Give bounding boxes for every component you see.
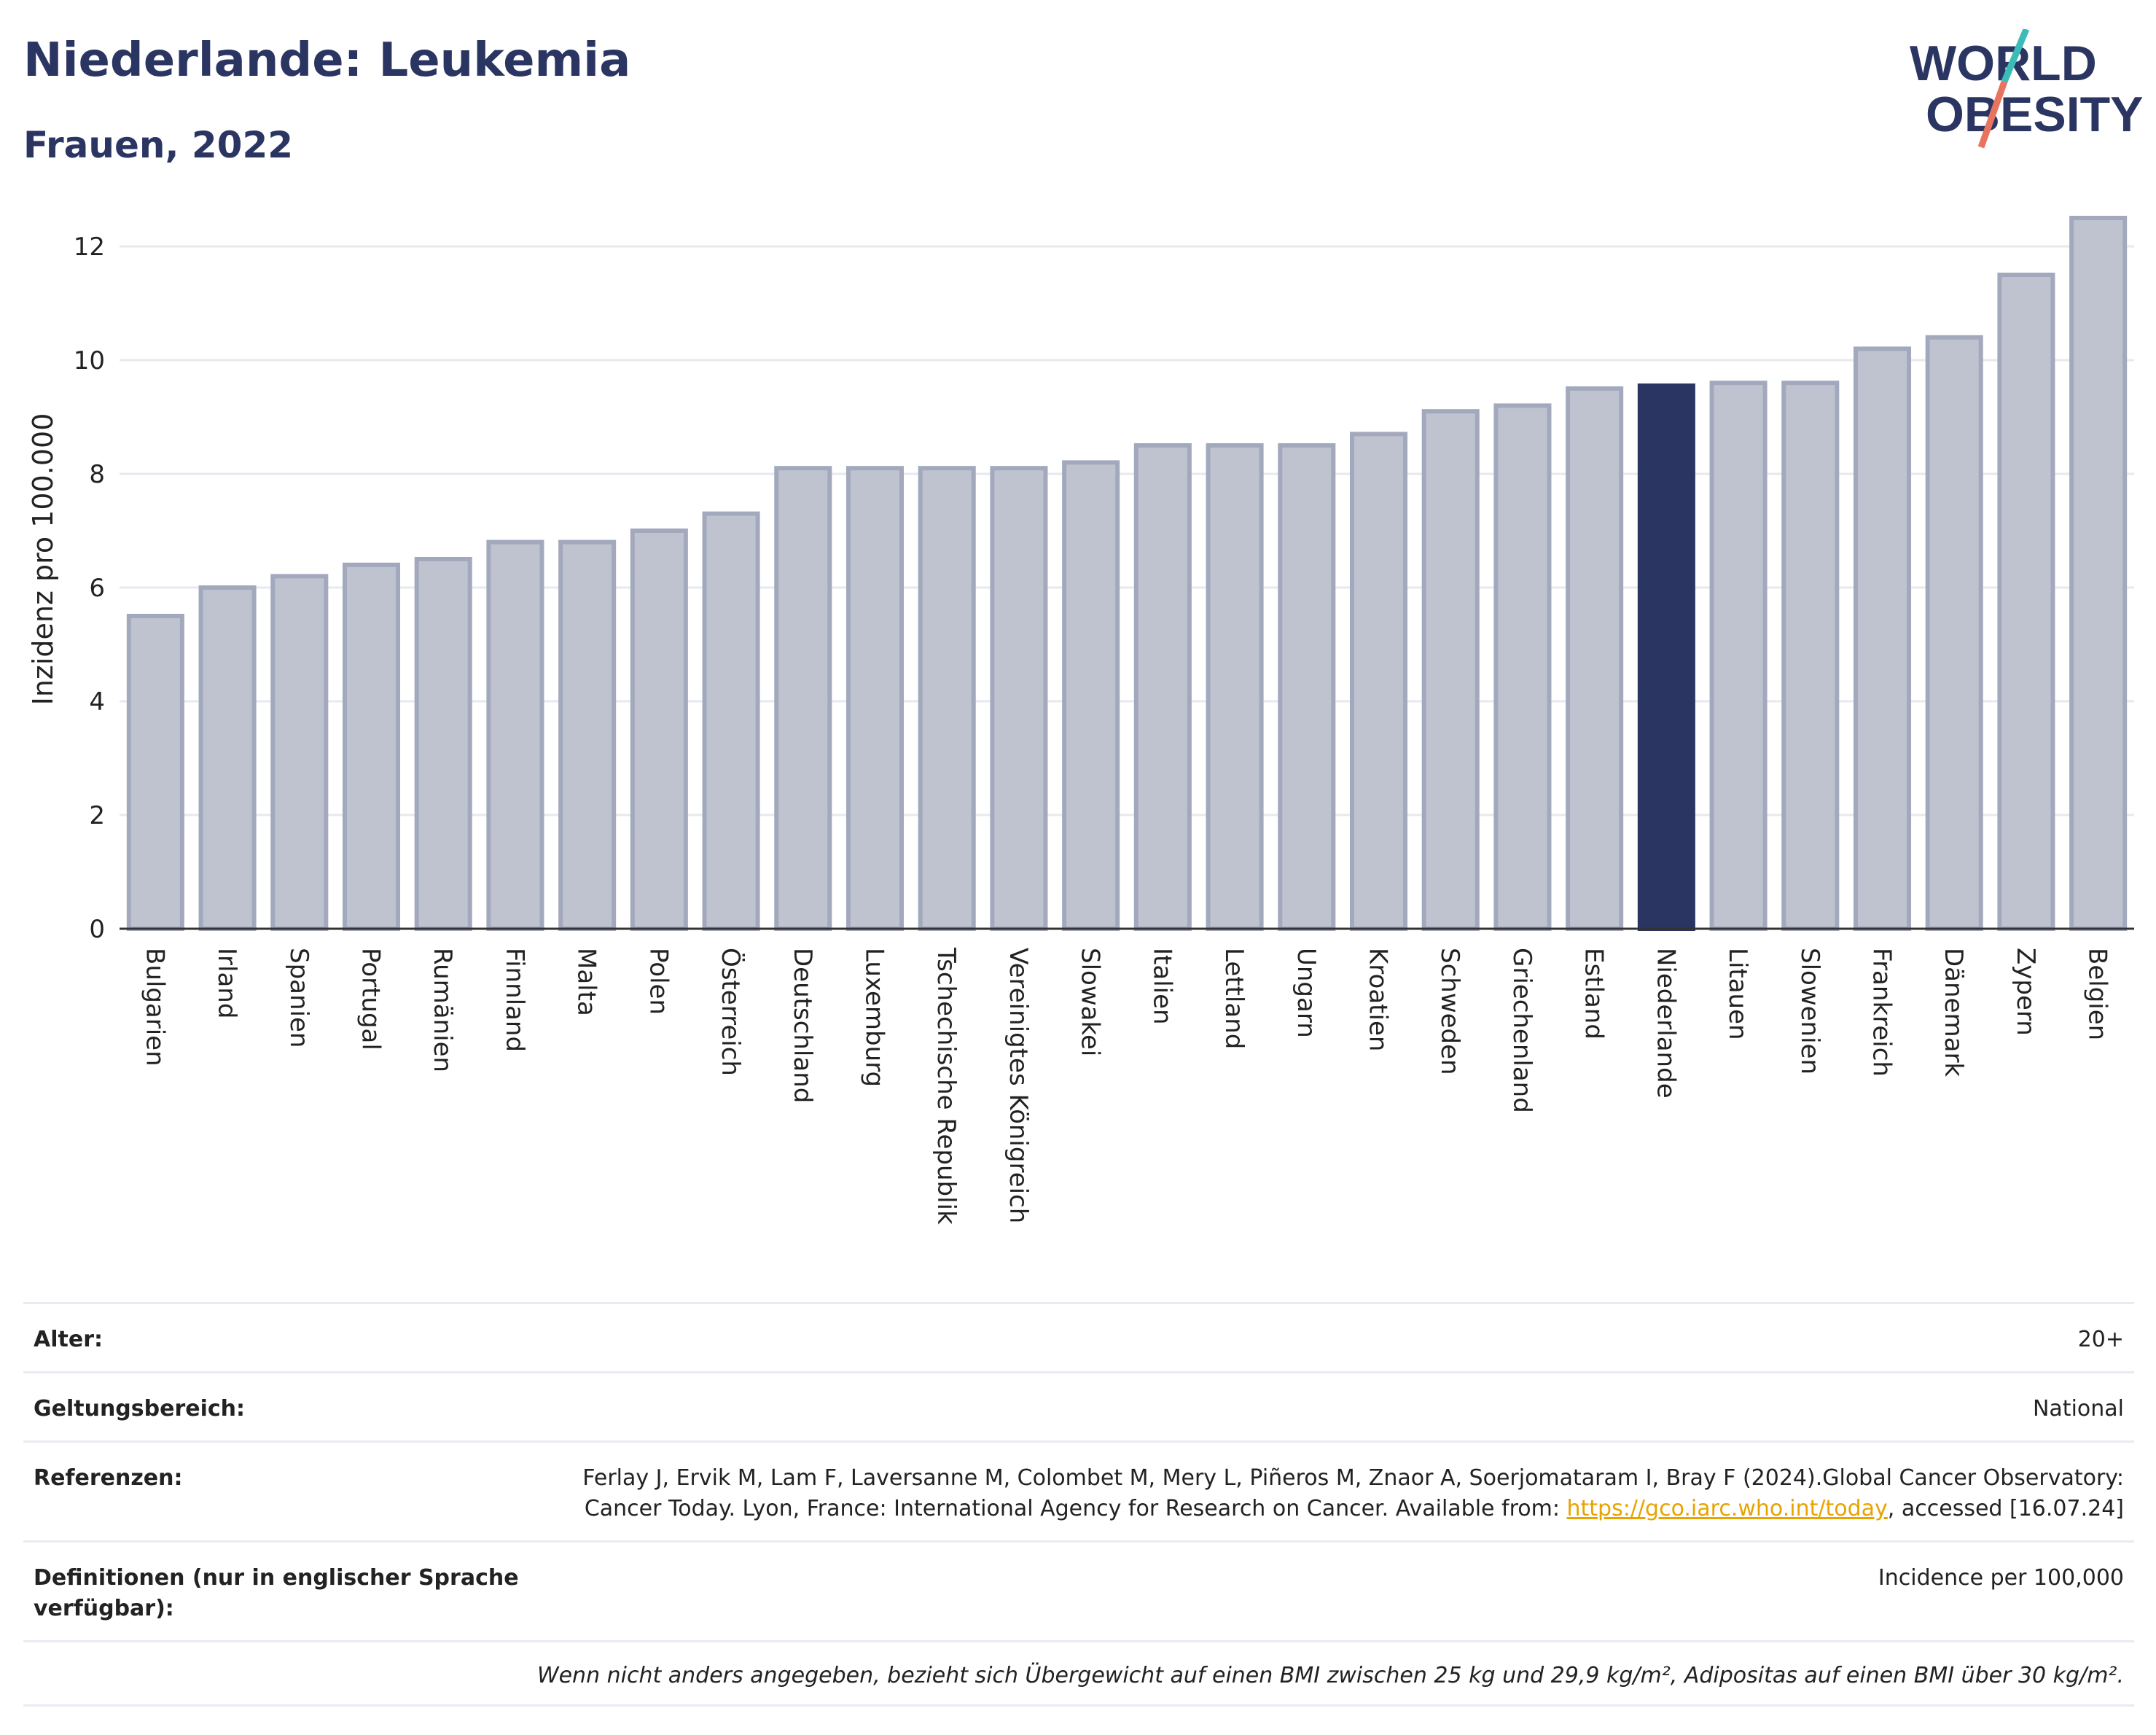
bar [126,614,184,931]
references-accessed: , accessed [16.07.24] [1887,1496,2124,1521]
x-tick-label: Slowenien [1795,948,1824,1075]
x-tick-label: Bulgarien [140,948,169,1067]
bar [1709,381,1768,931]
meta-row-age: Alter: 20+ [23,1302,2134,1371]
x-tick-label: Ungarn [1292,948,1321,1038]
x-tick-label: Kroatien [1364,948,1393,1051]
x-tick-label: Litauen [1723,948,1752,1040]
bar [845,466,905,931]
bar [1997,273,2055,931]
y-tick-label: 6 [89,574,105,603]
bmi-note: Wenn nicht anders angegeben, bezieht sic… [536,1663,2124,1688]
y-tick-label: 8 [89,460,105,489]
x-tick-label: Deutschland [788,948,817,1103]
bar [918,466,976,931]
y-tick-label: 10 [74,346,105,375]
bar [1206,443,1264,931]
references-label: Referenzen: [34,1465,183,1491]
logo-slash-coral [1977,80,2008,149]
bar [2069,216,2128,931]
meta-row-references: Referenzen: Ferlay J, Ervik M, Lam F, La… [23,1440,2134,1540]
age-label: Alter: [34,1327,103,1352]
bar-chart: 0 2 4 6 8 10 12 Inzidenz pro 100.000 Bulgarien Ir… [27,216,2134,1225]
bar [1062,460,1120,931]
x-tick-label: Belgien [2083,948,2112,1040]
x-tick-label: Irland [212,948,241,1018]
x-tick-label: Slowakei [1076,948,1105,1056]
x-tick-label: Frankreich [1867,948,1897,1077]
definitions-label: Definitionen (nur in englischer Sprache … [34,1565,519,1621]
bar [630,529,688,931]
bar [702,511,760,931]
y-tick-label: 2 [89,801,105,830]
x-tick-label: Lettland [1219,948,1249,1049]
x-tick-label: Luxemburg [860,948,889,1087]
x-tick-label: Italien [1147,948,1176,1025]
bar [1566,386,1624,931]
x-tick-label: Tschechische Republik [931,947,961,1225]
world-obesity-logo: WORLD OBESITY [1910,29,2143,149]
references-value: Ferlay J, Ervik M, Lam F, Laversanne M, … [557,1463,2124,1524]
x-tick-label: Finnland [500,948,529,1052]
x-tick-label: Niederlande [1651,948,1680,1099]
references-link[interactable]: https://gco.iarc.who.int/today [1566,1496,1888,1521]
meta-row-scope: Geltungsbereich: National [23,1371,2134,1440]
page-title: Niederlande: Leukemia [23,34,631,87]
y-axis-label: Inzidenz pro 100.000 [27,413,59,706]
bar [774,466,832,931]
y-tick-label: 12 [74,233,105,262]
y-tick-label: 0 [89,915,105,944]
x-tick-label: Österreich [716,948,746,1076]
bar [486,539,544,931]
age-value: 20+ [2077,1327,2124,1352]
scope-label: Geltungsbereich: [34,1396,246,1422]
metadata-table: Alter: 20+ Geltungsbereich: National Ref… [23,1302,2134,1707]
x-tick-label: Griechenland [1507,948,1536,1113]
x-tick-label: Dänemark [1939,948,1968,1077]
bar [1781,381,1840,931]
bar [1493,403,1552,931]
bar [1421,409,1480,931]
bar [342,562,401,931]
x-tick-label: Spanien [284,948,313,1048]
x-tick-label: Malta [572,948,601,1016]
bar [198,585,257,931]
x-tick-label: Portugal [356,948,386,1050]
logo-line2: OBESITY [1926,87,2143,142]
bar [990,466,1048,931]
x-tick-label: Polen [644,948,673,1015]
bar [558,539,617,931]
bar [414,557,472,931]
x-tick-label: Zypern [2011,948,2040,1036]
x-tick-label: Rumänien [428,948,457,1072]
scope-value: National [2032,1396,2124,1422]
bar [1853,346,1912,931]
x-tick-label: Schweden [1435,948,1464,1075]
references-text: Ferlay J, Ervik M, Lam F, Laversanne M, … [582,1465,2124,1521]
bar [1925,335,1983,931]
bar [1349,432,1408,931]
meta-row-note: Wenn nicht anders angegeben, bezieht sic… [23,1640,2134,1707]
page-subtitle: Frauen, 2022 [23,124,294,166]
meta-row-definitions: Definitionen (nur in englischer Sprache … [23,1540,2134,1640]
bar [1133,443,1192,931]
logo-slash-teal [2001,29,2030,83]
definitions-value: Incidence per 100,000 [1878,1565,2124,1591]
bar-highlight [1637,383,1695,931]
x-tick-label: Vereinigtes Königreich [1004,948,1033,1223]
bar [1278,443,1336,931]
y-tick-label: 4 [89,687,105,717]
x-tick-label: Estland [1579,948,1609,1040]
bar [270,574,329,932]
